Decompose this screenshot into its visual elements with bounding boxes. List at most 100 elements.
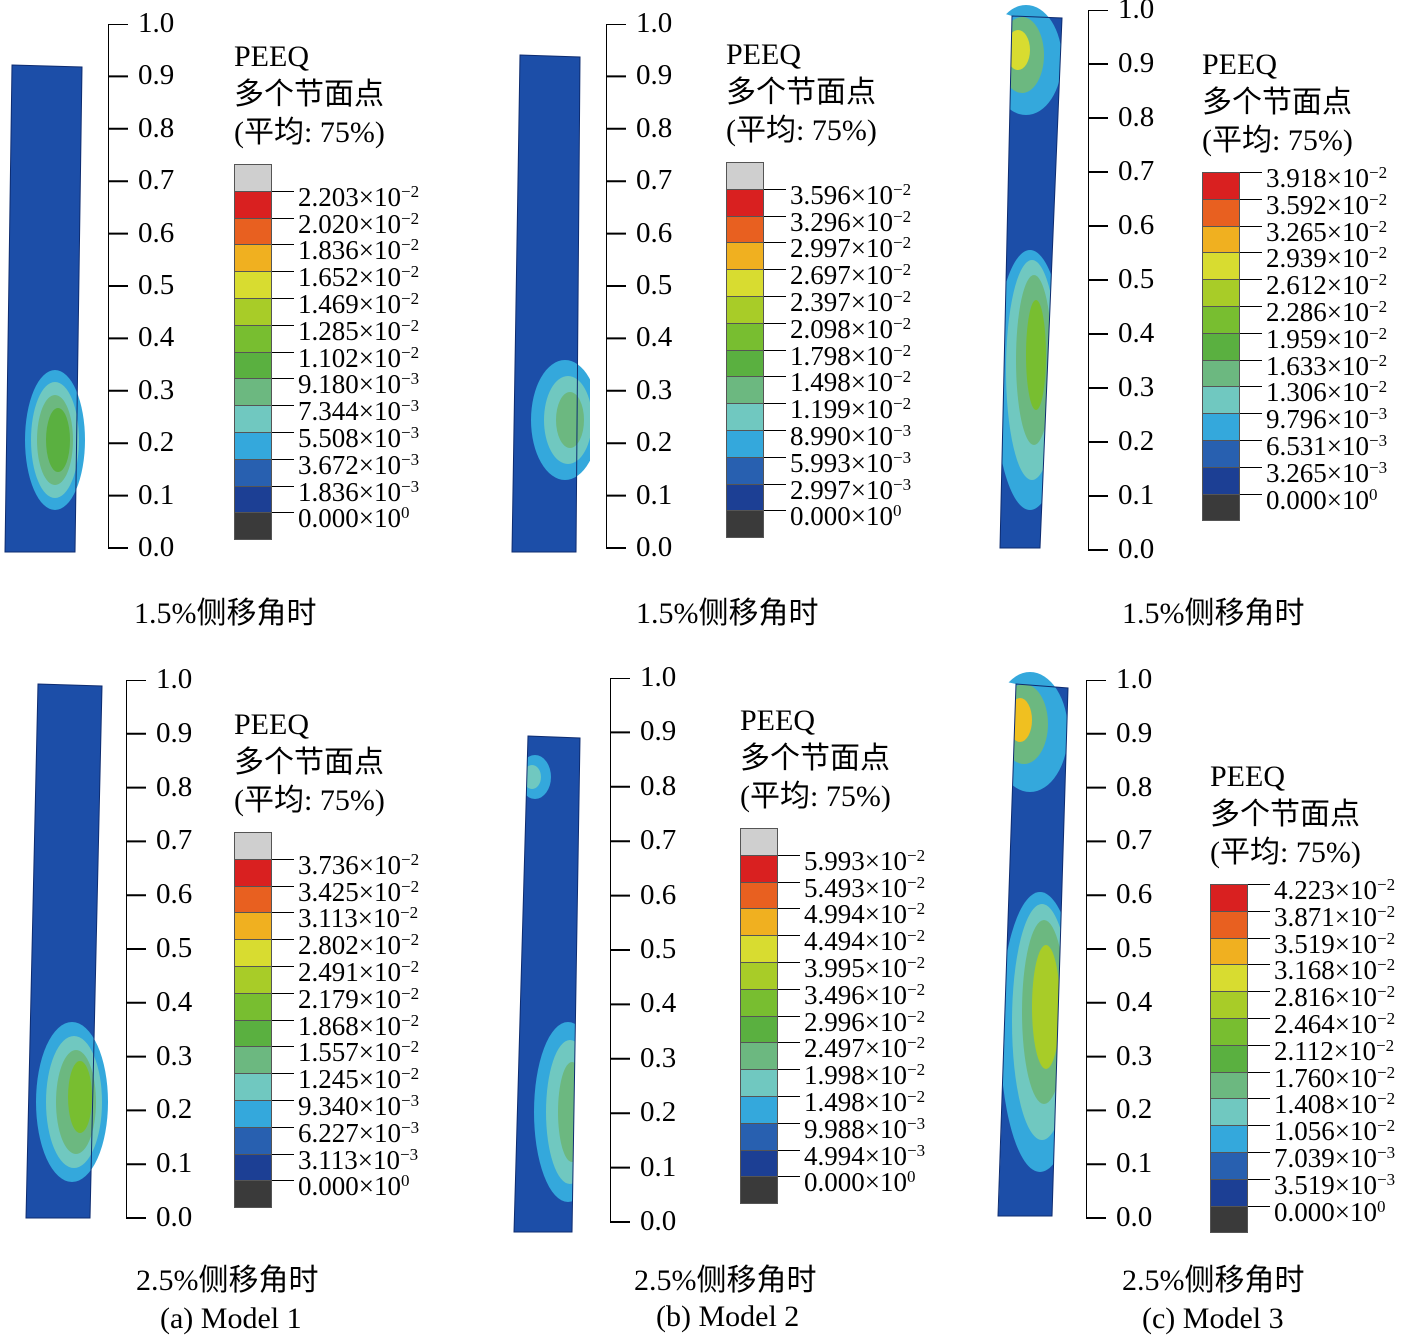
color-swatch [740,828,778,856]
axis-tick-label: 0.6 [636,216,673,249]
color-swatch [726,322,764,351]
legend-value: 3.265×10−3 [1266,457,1388,488]
legend-value: 5.993×10−3 [790,447,912,478]
legend-tick [764,376,786,378]
color-swatch [726,188,764,217]
color-swatch [234,458,272,487]
legend-title-line: 多个节面点 [740,742,890,775]
legend-value: 2.286×10−2 [1266,297,1388,327]
color-swatch [234,939,272,967]
legend-title-line: PEEQ [234,40,309,73]
legend-tick [1248,1125,1270,1127]
legend-value: 9.796×10−3 [1266,404,1388,435]
legend-value: 1.760×10−2 [1274,1062,1396,1093]
color-swatch [1210,1152,1248,1180]
caption: 2.5%侧移角时 [1122,1264,1305,1297]
legend-tick [1240,440,1262,441]
legend-title-line: PEEQ [1210,760,1285,793]
color-scale: 4.223×10−2 3.871×10−2 3.519×10−2 3.168×10−2… [1210,875,1395,1234]
axis-tick-label: 0.0 [1116,1201,1153,1233]
color-swatch [234,1180,272,1209]
axis-tick-label: 0.3 [1116,1039,1153,1072]
color-swatch [1202,466,1240,495]
legend-tick [778,988,800,990]
model-label-2: (b) Model 2 [656,1300,800,1333]
axis-tick-label: 0.8 [1116,770,1153,803]
legend-tick [764,188,786,190]
legend-value: 3.113×10−2 [298,903,419,934]
color-scale: 3.918×10−2 3.592×10−2 3.265×10−2 2.939×10−2… [1202,163,1387,522]
axis-tick-label: 0.4 [1116,985,1153,1018]
legend-tick [778,1096,800,1097]
legend-tick [764,483,786,485]
axis-tick-label: 0.2 [1116,1093,1153,1126]
legend-title-line: 多个节面点 [726,76,876,109]
legend-value: 1.469×10−2 [298,289,420,319]
color-swatch [726,403,764,431]
color-swatch [1210,1018,1248,1046]
legend-value: 0.000×100 [1274,1196,1386,1227]
legend: PEEQ 多个节面点 (平均: 75%) 4.223×10−2 3.871×10−2 3.… [1210,758,1395,1234]
column-contour [4,64,85,553]
axis-tick-label: 0.9 [1116,716,1153,749]
color-swatch [1202,252,1240,281]
panel-model3-1.5: 1.0 0.9 0.8 0.7 0.6 0.5 0.4 0.3 0.2 0.1 0.0 PEEQ 多个… [960,0,1417,660]
color-swatch [1202,279,1240,307]
legend-value: 3.592×10−2 [1266,189,1388,220]
legend-tick [272,1019,294,1021]
legend-value: 1.102×10−2 [298,342,420,373]
legend-value: 1.836×10−2 [298,235,420,266]
legend-value: 2.997×10−2 [790,233,912,264]
caption: 1.5%侧移角时 [134,597,317,630]
axis-tick-label: 0.6 [138,216,175,249]
axis-tick-label: 0.2 [156,1093,193,1126]
model-label-3: (c) Model 3 [1142,1302,1284,1335]
legend-tick [764,349,786,351]
legend-value: 9.988×10−3 [804,1113,926,1144]
axis-tick-label: 1.0 [636,7,673,39]
legend-value: 9.180×10−3 [298,369,420,400]
axis-tick-label: 0.7 [1116,824,1153,857]
color-swatch [1210,1205,1248,1234]
legend-tick [272,271,294,273]
color-swatch [234,217,272,246]
legend-value: 0.000×100 [790,501,902,532]
axis-tick-label: 0.8 [636,111,673,144]
legend-title-line: 多个节面点 [234,746,384,779]
color-swatch [234,190,272,219]
legend-tick [1248,1205,1270,1207]
legend-value: 0.000×100 [1266,484,1378,515]
panel-model1-1.5: 1.0 0.9 0.8 0.7 0.6 0.5 0.4 0.3 0.2 0.1 0.0 PEEQ 多个… [0,0,470,660]
legend-value: 2.020×10−2 [298,208,420,239]
color-swatch [234,1046,272,1075]
color-swatch [234,832,272,860]
panel-model3-2.5: 1.0 0.9 0.8 0.7 0.6 0.5 0.4 0.3 0.2 0.1 0.0 PEEQ 多个… [960,665,1417,1332]
legend-value: 4.223×10−2 [1274,875,1396,905]
color-swatch [726,430,764,458]
color-swatch [740,854,778,883]
legend-value: 1.199×10−2 [790,394,912,425]
color-swatch [234,1100,272,1128]
legend-title-line: PEEQ [1202,48,1277,81]
legend-tick [1240,252,1262,254]
legend-tick [272,992,294,994]
legend-value: 4.494×10−2 [804,926,926,957]
legend-title-line: PEEQ [740,704,815,737]
legend-value: 2.816×10−2 [1274,982,1396,1013]
legend: PEEQ 多个节面点 (平均: 75%) 3.918×10−2 3.592×10−2 3.… [1202,46,1387,522]
legend-value: 3.871×10−2 [1274,901,1396,932]
legend-value: 2.802×10−2 [298,930,420,961]
legend-tick [272,378,294,380]
axis-tick-label: 0.6 [640,878,677,911]
legend-value: 3.425×10−2 [298,876,420,907]
legend-tick [1240,493,1262,495]
legend-tick [272,432,294,433]
color-swatch [1202,198,1240,227]
legend-value: 2.497×10−2 [804,1033,926,1064]
legend-tick [1240,306,1262,307]
legend-tick [1240,172,1262,173]
color-swatch [234,298,272,326]
color-swatch [726,510,764,539]
color-swatch [1202,440,1240,468]
legend-value: 1.056×10−2 [1274,1116,1396,1147]
